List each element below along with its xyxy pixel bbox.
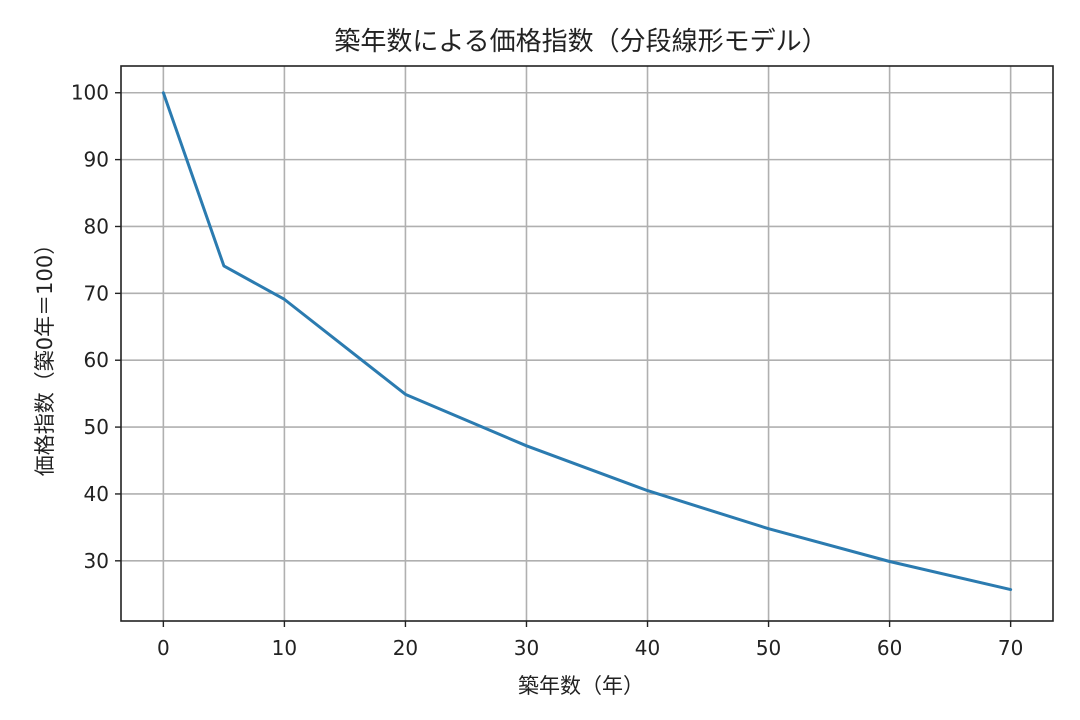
y-axis-ticks: 30 40 50 60 70 80 90 100 — [71, 81, 121, 573]
x-tick-label: 50 — [756, 636, 781, 660]
x-tick-label: 10 — [272, 636, 297, 660]
y-tick-label: 30 — [84, 549, 109, 573]
y-axis-label: 価格指数（築0年＝100） — [33, 234, 57, 476]
y-tick-label: 80 — [84, 214, 109, 238]
chart-title: 築年数による価格指数（分段線形モデル） — [334, 27, 827, 57]
x-tick-label: 60 — [877, 636, 902, 660]
y-tick-label: 50 — [84, 415, 109, 439]
y-tick-label: 70 — [84, 281, 109, 305]
x-axis-ticks: 0 10 20 30 40 50 60 70 — [157, 621, 1023, 660]
plot-frame — [120, 65, 1054, 622]
y-tick-label: 90 — [84, 148, 109, 172]
x-axis-label: 築年数（年） — [518, 674, 644, 698]
x-tick-label: 0 — [157, 636, 170, 660]
x-tick-label: 30 — [514, 636, 539, 660]
x-tick-label: 20 — [393, 636, 418, 660]
y-tick-label: 40 — [84, 482, 109, 506]
y-tick-label: 60 — [84, 348, 109, 372]
series-layer — [161, 91, 1013, 592]
series-line — [161, 91, 1013, 592]
x-tick-label: 70 — [998, 636, 1023, 660]
y-tick-label: 100 — [71, 81, 109, 105]
x-tick-label: 40 — [635, 636, 660, 660]
grid — [121, 66, 1053, 621]
